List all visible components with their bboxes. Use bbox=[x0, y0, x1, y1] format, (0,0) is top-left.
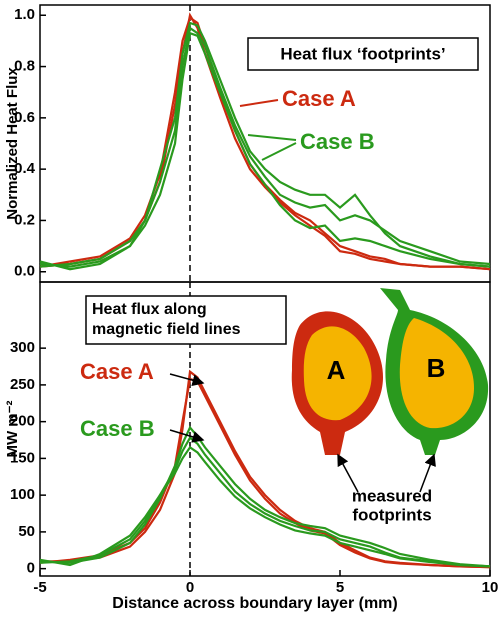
annotation: magnetic field lines bbox=[92, 321, 241, 338]
y-tick-label: 0.8 bbox=[14, 58, 35, 75]
y-tick-label: 150 bbox=[10, 449, 35, 466]
line bbox=[39, 26, 491, 268]
legend-label: Case A bbox=[80, 359, 154, 384]
y-tick-label: 0 bbox=[27, 560, 35, 577]
annotation: Heat flux along bbox=[92, 301, 207, 318]
y-tick-label: 300 bbox=[10, 339, 35, 356]
y-tick-label: 0.0 bbox=[14, 263, 35, 280]
legend-label: Case B bbox=[300, 129, 375, 154]
x-axis-title: Distance across boundary layer (mm) bbox=[112, 595, 397, 612]
line bbox=[39, 377, 491, 569]
inset-note: measured bbox=[352, 486, 432, 505]
annotation: Heat flux ‘footprints’ bbox=[280, 44, 445, 63]
y-tick-label: 0.2 bbox=[14, 211, 35, 228]
legend-line bbox=[239, 99, 279, 107]
y-tick-label: 200 bbox=[10, 413, 35, 430]
arrow bbox=[419, 453, 436, 493]
y-tick-label: 50 bbox=[18, 523, 35, 540]
y-tick-label: 0.6 bbox=[14, 109, 35, 126]
line bbox=[39, 436, 491, 568]
shape-b-core bbox=[399, 318, 474, 429]
line bbox=[39, 425, 491, 568]
inset-label: A bbox=[327, 355, 346, 385]
plot-frame bbox=[39, 281, 491, 577]
x-tick-label: -5 bbox=[33, 579, 46, 596]
y-tick-label: 100 bbox=[10, 486, 35, 503]
legend-line bbox=[261, 142, 297, 161]
legend-arrow bbox=[169, 429, 205, 443]
y-tick-label: 1.0 bbox=[14, 6, 35, 23]
annotation-box bbox=[85, 295, 287, 345]
annotation-box bbox=[247, 37, 479, 71]
inset-note: footprints bbox=[352, 505, 431, 524]
legend-label: Case B bbox=[80, 416, 155, 441]
y-axis-title: Normalized Heat Flux bbox=[4, 67, 21, 220]
y-axis-title: MW m⁻² bbox=[4, 400, 21, 457]
inset-label: B bbox=[427, 353, 446, 383]
y-tick-label: 0.4 bbox=[14, 160, 36, 177]
y-tick-label: 250 bbox=[10, 376, 35, 393]
line bbox=[39, 445, 491, 568]
legend-label: Case A bbox=[282, 86, 356, 111]
legend-line bbox=[247, 134, 297, 141]
shape-a-core bbox=[303, 326, 372, 421]
x-tick-label: 10 bbox=[482, 579, 499, 596]
x-tick-label: 0 bbox=[186, 579, 194, 596]
x-tick-label: 5 bbox=[336, 579, 344, 596]
line bbox=[39, 31, 491, 271]
legend-arrow bbox=[169, 373, 205, 387]
arrow bbox=[337, 453, 359, 493]
inset: A B measured footprints bbox=[291, 288, 489, 524]
